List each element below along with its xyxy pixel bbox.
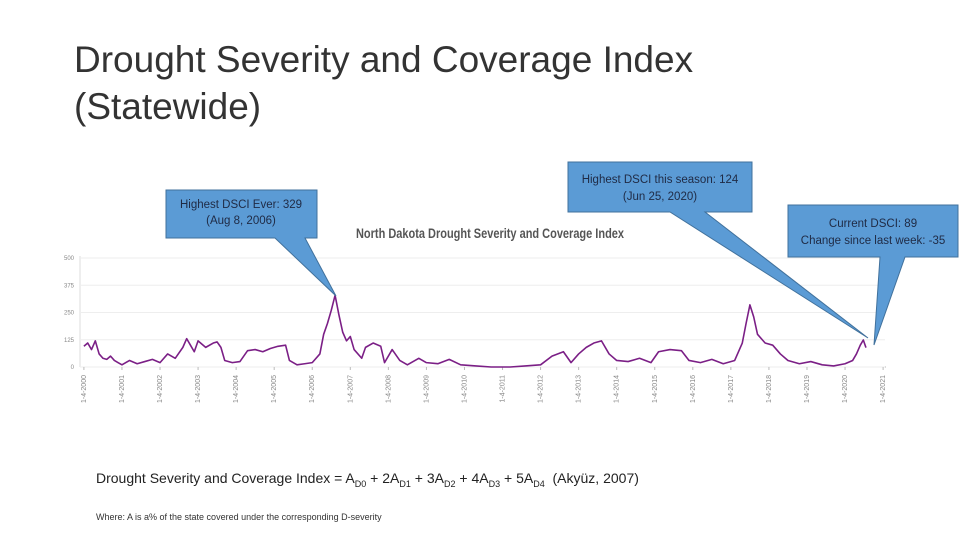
- x-tick-label: 1-4-2004: [233, 375, 240, 403]
- x-tick-label: 1-4-2018: [766, 375, 773, 403]
- formula-sub: D1: [399, 478, 411, 489]
- formula-sub: D4: [533, 478, 545, 489]
- callout-text: (Jun 25, 2020): [623, 191, 697, 203]
- y-tick-label: 0: [71, 365, 75, 371]
- x-tick-label: 1-4-2021: [880, 375, 887, 403]
- x-tick-label: 1-4-2010: [461, 375, 468, 403]
- x-tick-label: 1-4-2009: [423, 375, 430, 403]
- x-tick-label: 1-4-2008: [385, 375, 392, 403]
- y-tick-label: 250: [64, 311, 75, 317]
- data-line: [83, 294, 867, 368]
- y-tick-label: 375: [64, 283, 75, 289]
- title-line: (Statewide): [74, 86, 262, 127]
- x-tick-label: 1-4-2015: [652, 375, 659, 403]
- x-tick-label: 1-4-2019: [804, 375, 811, 403]
- callout-shape: [787, 204, 959, 346]
- x-tick-label: 1-4-2020: [842, 375, 849, 403]
- callout-shape: [165, 189, 337, 297]
- slide-title: Drought Severity and Coverage Index (Sta…: [74, 36, 693, 130]
- chart-title: North Dakota Drought Severity and Covera…: [356, 226, 624, 241]
- x-tick-label: 1-4-2011: [500, 375, 507, 403]
- callout: Current DSCI: 89 Change since last week:…: [787, 204, 959, 346]
- formula-text: + 5A: [500, 470, 534, 486]
- callout-text: Change since last week: -35: [801, 235, 945, 247]
- x-tick-label: 1-4-2002: [157, 375, 164, 403]
- title-line: Drought Severity and Coverage Index: [74, 39, 694, 80]
- y-tick-label: 500: [64, 256, 75, 262]
- x-tick-label: 1-4-2012: [538, 375, 545, 403]
- x-tick-label: 1-4-2003: [195, 375, 202, 403]
- x-tick-label: 1-4-2007: [347, 375, 354, 403]
- footnote: Where: A is a% of the state covered unde…: [96, 512, 382, 522]
- callout-text: (Aug 8, 2006): [206, 215, 276, 227]
- x-tick-label: 1-4-2013: [576, 375, 583, 403]
- callout: Highest DSCI Ever: 329 (Aug 8, 2006): [165, 189, 337, 297]
- y-tick-label: 125: [64, 338, 75, 344]
- formula-text: + 3A: [410, 470, 444, 486]
- formula-sub: D3: [488, 478, 501, 489]
- x-tick-label: 1-4-2000: [81, 375, 88, 403]
- x-tick-label: 1-4-2006: [309, 375, 316, 403]
- x-tick-label: 1-4-2016: [690, 375, 697, 403]
- formula-citation: (Akyüz, 2007): [544, 470, 639, 486]
- x-tick-label: 1-4-2017: [728, 375, 735, 403]
- plot: 0 125 250 375 500 1-4-2000 1-4-2001 1-4-2002 1-4…: [64, 256, 887, 403]
- callout: Highest DSCI this season: 124 (Jun 25, 2…: [567, 161, 869, 339]
- formula-text: + 2A: [366, 470, 400, 486]
- x-tick-label: 1-4-2005: [271, 375, 278, 403]
- callout-shape: [567, 161, 869, 339]
- callout-text: Highest DSCI this season: 124: [582, 174, 739, 186]
- x-tick-label: 1-4-2014: [614, 375, 621, 403]
- callout-text: Highest DSCI Ever: 329: [180, 199, 302, 211]
- formula-text: + 4A: [455, 470, 489, 486]
- x-tick-label: 1-4-2001: [119, 375, 126, 403]
- formula: Drought Severity and Coverage Index = AD…: [96, 470, 639, 489]
- formula-sub: D2: [444, 478, 456, 489]
- formula-sub: D0: [354, 478, 367, 489]
- formula-text: Drought Severity and Coverage Index = A: [96, 470, 355, 486]
- callout-text: Current DSCI: 89: [829, 218, 917, 230]
